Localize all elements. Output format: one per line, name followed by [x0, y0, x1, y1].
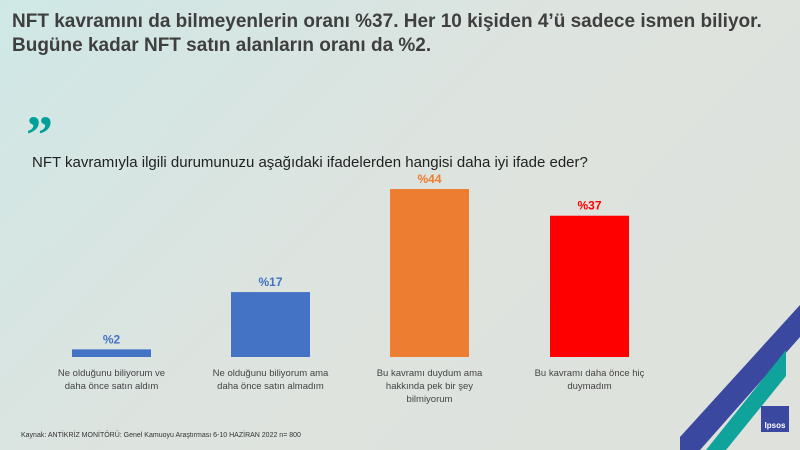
- source-note: Kaynak: ANTİKRİZ MONİTÖRÜ: Genel Kamuoyu…: [21, 432, 301, 439]
- category-label: Bu kavramı duydum ama: [377, 368, 483, 379]
- category-label: daha önce satın aldım: [65, 381, 159, 392]
- data-label: %2: [103, 332, 121, 346]
- data-label: %37: [577, 199, 601, 213]
- quote-icon: ”: [26, 105, 53, 165]
- category-label: daha önce satın almadım: [217, 381, 324, 392]
- category-label: Bu kavramı daha önce hiç: [535, 368, 645, 379]
- slide-title: NFT kavramını da bilmeyenlerin oranı %37…: [12, 11, 762, 56]
- category-label: bilmiyorum: [407, 394, 453, 405]
- bar: [390, 189, 469, 357]
- category-label: Ne olduğunu biliyorum ama: [213, 368, 329, 379]
- bar: [231, 292, 310, 357]
- ipsos-logo: Ipsos: [761, 406, 789, 432]
- bar: [550, 215, 629, 357]
- bar: [72, 349, 151, 357]
- data-label: %44: [417, 172, 441, 186]
- category-label: duymadım: [567, 381, 611, 392]
- teal-stripe-decoration: [706, 350, 786, 450]
- blue-stripe-decoration: [680, 305, 800, 450]
- survey-question: NFT kavramıyla ilgili durumunuzu aşağıda…: [32, 154, 588, 171]
- category-label: hakkında pek bir şey: [386, 381, 473, 392]
- category-label: Ne olduğunu biliyorum ve: [58, 368, 165, 379]
- data-label: %17: [258, 275, 282, 289]
